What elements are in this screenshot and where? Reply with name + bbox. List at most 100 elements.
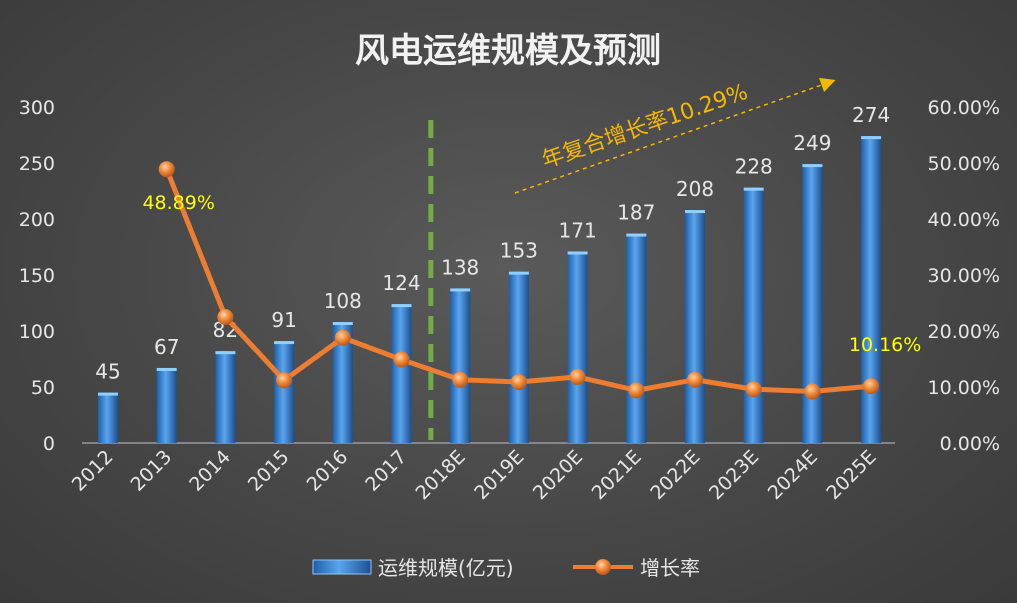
bar-series <box>98 136 882 443</box>
bar-cap <box>508 271 529 275</box>
y-left-tick-label: 300 <box>19 97 55 119</box>
bar <box>98 392 118 443</box>
line-series <box>158 161 880 400</box>
growth-point <box>510 373 527 390</box>
growth-point <box>276 372 293 389</box>
bar <box>215 351 236 443</box>
growth-point <box>569 368 586 385</box>
y-right-tick-label: 10.00% <box>928 377 1000 399</box>
bar-value-label: 138 <box>441 255 479 279</box>
bar-cap <box>626 233 647 237</box>
point-labels: 48.89% 10.16% <box>142 192 921 356</box>
y-left-tick-label: 100 <box>19 321 55 343</box>
y-left-tick-label: 200 <box>19 209 55 231</box>
bar-value-label: 274 <box>852 103 890 127</box>
x-tick-label: 2024E <box>764 446 822 504</box>
x-tick-label: 2015 <box>244 446 294 496</box>
x-tick-label: 2022E <box>646 446 704 504</box>
bar-cap <box>567 251 588 255</box>
growth-arrow <box>514 77 836 194</box>
legend-bar-label: 运维规模(亿元) <box>378 556 514 580</box>
bar-cap <box>274 341 295 345</box>
legend-line-label: 增长率 <box>640 556 700 580</box>
x-tick-label: 2012 <box>68 446 118 496</box>
cagr-annotation: 年复合增长率10.29% <box>539 80 751 174</box>
x-axis: 2012 2013 2014 2015 2016 2017 2018E 2019E 2020E 2… <box>68 446 881 504</box>
y-left-tick-label: 150 <box>19 265 55 287</box>
growth-point <box>863 378 880 395</box>
bar <box>508 271 529 443</box>
x-tick-label: 2016 <box>303 446 353 496</box>
legend-line-marker <box>595 559 611 575</box>
x-tick-label: 2019E <box>470 446 528 504</box>
growth-point <box>158 161 175 178</box>
growth-point <box>804 383 821 400</box>
x-tick-label: 2014 <box>185 446 235 496</box>
bar <box>802 164 823 443</box>
x-tick-label: 2017 <box>361 446 411 496</box>
y-left-tick-label: 50 <box>31 377 55 399</box>
y-right-tick-label: 30.00% <box>928 265 1000 287</box>
bar-value-label: 153 <box>500 239 538 263</box>
x-tick-label: 2020E <box>529 446 587 504</box>
bar-value-label: 208 <box>676 177 714 201</box>
growth-point <box>452 371 469 388</box>
growth-point <box>217 309 234 325</box>
bar-cap <box>215 351 236 355</box>
legend-bar-swatch <box>312 559 372 575</box>
bar-value-label: 249 <box>793 131 831 155</box>
bar-value-label: 108 <box>324 289 362 313</box>
bar-value-label: 124 <box>382 271 420 295</box>
bar-value-label: 228 <box>735 155 773 179</box>
y-right-tick-label: 20.00% <box>928 321 1000 343</box>
bar-cap <box>685 210 705 214</box>
point-label: 48.89% <box>142 192 214 214</box>
growth-point <box>628 382 645 399</box>
x-tick-label: 2018E <box>411 446 469 504</box>
bar-cap <box>391 304 412 308</box>
x-tick-label: 2025E <box>822 446 880 504</box>
growth-point <box>334 329 351 346</box>
bar <box>391 304 412 443</box>
bar <box>861 136 882 443</box>
y-right-tick-label: 0.00% <box>940 433 1000 455</box>
y-left-tick-label: 0 <box>43 433 55 455</box>
bar-cap <box>802 164 823 168</box>
legend: 运维规模(亿元) 增长率 <box>312 556 700 580</box>
bar-cap <box>450 288 471 292</box>
x-tick-label: 2021E <box>588 446 646 504</box>
y-right-tick-label: 40.00% <box>928 209 1000 231</box>
point-label: 10.16% <box>849 334 921 356</box>
y-axis-left: 0 50 100 150 200 250 300 <box>19 97 55 455</box>
bar <box>332 322 353 443</box>
bar-cap <box>332 322 353 326</box>
bar <box>450 288 471 443</box>
growth-point <box>393 351 410 368</box>
bar <box>626 233 647 443</box>
bar-value-label: 67 <box>154 335 179 359</box>
growth-point <box>745 381 762 398</box>
bar-value-label: 171 <box>559 218 597 242</box>
bar-cap <box>861 136 882 140</box>
bar-value-label: 187 <box>617 201 655 225</box>
y-right-tick-label: 60.00% <box>928 97 1000 119</box>
chart-title: 风电运维规模及预测 <box>355 31 661 71</box>
bar <box>743 187 764 443</box>
x-tick-label: 2023E <box>705 446 763 504</box>
bar-value-label: 45 <box>95 360 120 384</box>
bar <box>685 210 705 443</box>
bar <box>567 251 588 443</box>
x-tick-label: 2013 <box>126 446 176 496</box>
bar-cap <box>156 367 177 371</box>
bar-value-label: 91 <box>271 308 296 332</box>
bar <box>274 341 295 443</box>
bar-cap <box>743 187 764 191</box>
growth-point <box>687 371 703 388</box>
y-right-tick-label: 50.00% <box>928 153 1000 175</box>
y-axis-right: 0.00% 10.00% 20.00% 30.00% 40.00% 50.00% 60.00… <box>928 97 1000 455</box>
bar-cap <box>98 392 118 396</box>
bar <box>156 367 177 443</box>
y-left-tick-label: 250 <box>19 153 55 175</box>
